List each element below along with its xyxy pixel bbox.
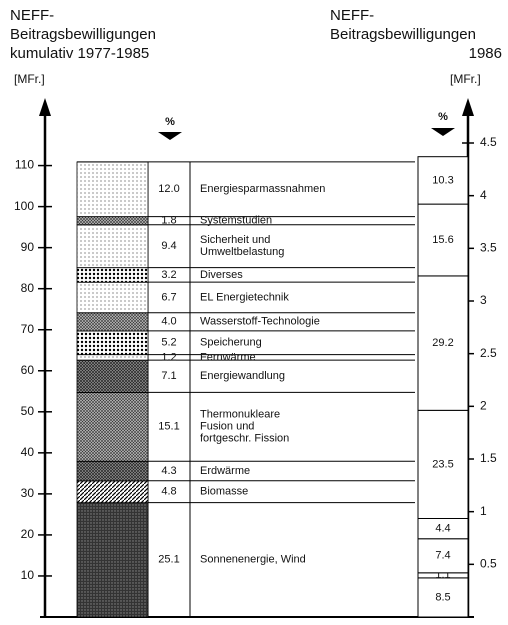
y2-tick-label: 0.5 — [480, 557, 497, 571]
bar-segment — [417, 275, 469, 411]
left-header: Beitragsbewilligungen — [10, 26, 156, 43]
y2-tick-label: 3 — [480, 293, 487, 307]
percent-label: 15.6 — [432, 234, 453, 246]
y-tick-label: 100 — [14, 199, 34, 213]
right-unit: [MFr.] — [450, 72, 481, 86]
percent-label: 6.7 — [161, 291, 176, 303]
right-axis-arrow — [462, 98, 474, 116]
bar-segment — [76, 460, 149, 482]
percent-label: 7.4 — [435, 550, 450, 562]
bar-segment — [76, 224, 149, 269]
category-label: Fernwärme — [200, 351, 256, 363]
y-tick-label: 80 — [21, 281, 35, 295]
percent-label: 12.0 — [158, 183, 179, 195]
percent-marker — [431, 128, 455, 136]
category-label: Systemstudien — [200, 215, 272, 227]
percent-label: 9.4 — [161, 240, 176, 252]
y-tick-label: 30 — [21, 486, 35, 500]
category-label: fortgeschr. Fission — [200, 433, 289, 445]
y2-tick-label: 1.5 — [480, 451, 497, 465]
percent-label: 29.2 — [432, 337, 453, 349]
percent-marker — [158, 132, 182, 140]
y-tick-label: 40 — [21, 445, 35, 459]
bar-segment — [76, 354, 149, 361]
bar-segment — [76, 359, 149, 393]
y-tick-label: 110 — [15, 158, 34, 172]
y2-tick-label: 2.5 — [480, 346, 497, 360]
bar-segment — [76, 312, 149, 332]
category-label: Speicherung — [200, 337, 262, 349]
percent-label: 15.1 — [158, 421, 179, 433]
percent-label: 23.5 — [432, 458, 453, 470]
percent-label: 25.1 — [158, 554, 179, 566]
y2-tick-label: 3.5 — [480, 241, 497, 255]
y-tick-label: 10 — [21, 568, 35, 582]
y2-tick-label: 4 — [480, 188, 487, 202]
y2-tick-label: 4.5 — [480, 135, 497, 149]
category-label: Thermonukleare — [200, 409, 280, 421]
category-label: Fusion und — [200, 421, 254, 433]
bar-segment — [76, 267, 149, 283]
y-tick-label: 60 — [21, 363, 35, 377]
percent-label: 4.3 — [161, 465, 176, 477]
y2-tick-label: 1 — [480, 504, 487, 518]
right-header: 1986 — [469, 45, 502, 62]
percent-label: 4.0 — [161, 316, 176, 328]
category-label: Diverses — [200, 269, 243, 281]
percent-label: 5.2 — [161, 337, 176, 349]
category-label: Energiewandlung — [200, 370, 285, 382]
left-unit: [MFr.] — [14, 72, 45, 86]
left-axis-arrow — [39, 98, 51, 116]
category-label: Erdwärme — [200, 465, 250, 477]
percent-header: % — [438, 111, 448, 123]
percent-label: 4.4 — [435, 523, 450, 535]
percent-label: 8.5 — [435, 591, 450, 603]
bar-segment — [76, 161, 149, 217]
y-tick-label: 20 — [21, 527, 35, 541]
y2-tick-label: 2 — [480, 399, 487, 413]
bar-segment — [76, 330, 149, 356]
y-tick-label: 90 — [21, 240, 35, 254]
right-header: NEFF- — [330, 7, 374, 24]
percent-label: 4.8 — [161, 486, 176, 498]
percent-label: 7.1 — [161, 370, 176, 382]
percent-label: 1.2 — [161, 351, 176, 363]
bar-segment — [76, 502, 149, 618]
category-label: Sonnenenergie, Wind — [200, 554, 306, 566]
category-label: Umweltbelastung — [200, 246, 284, 258]
bar-segment — [76, 480, 149, 504]
bar-segment — [417, 156, 469, 205]
percent-label: 3.2 — [161, 269, 176, 281]
percent-label: 1.8 — [161, 215, 176, 227]
y-tick-label: 50 — [21, 404, 35, 418]
bar-segment — [76, 216, 149, 226]
category-label: EL Energietechnik — [200, 291, 289, 303]
percent-label: 10.3 — [432, 174, 453, 186]
category-label: Biomasse — [200, 486, 248, 498]
percent-header: % — [165, 116, 175, 128]
category-label: Sicherheit und — [200, 234, 270, 246]
bar-segment — [76, 281, 149, 314]
y-tick-label: 70 — [21, 322, 35, 336]
right-header: Beitragsbewilligungen — [330, 26, 476, 43]
category-label: Wasserstoff-Technologie — [200, 316, 320, 328]
left-header: kumulativ 1977-1985 — [10, 45, 149, 62]
bar-segment — [76, 392, 149, 462]
category-label: Energiesparmassnahmen — [200, 183, 325, 195]
left-header: NEFF- — [10, 7, 54, 24]
